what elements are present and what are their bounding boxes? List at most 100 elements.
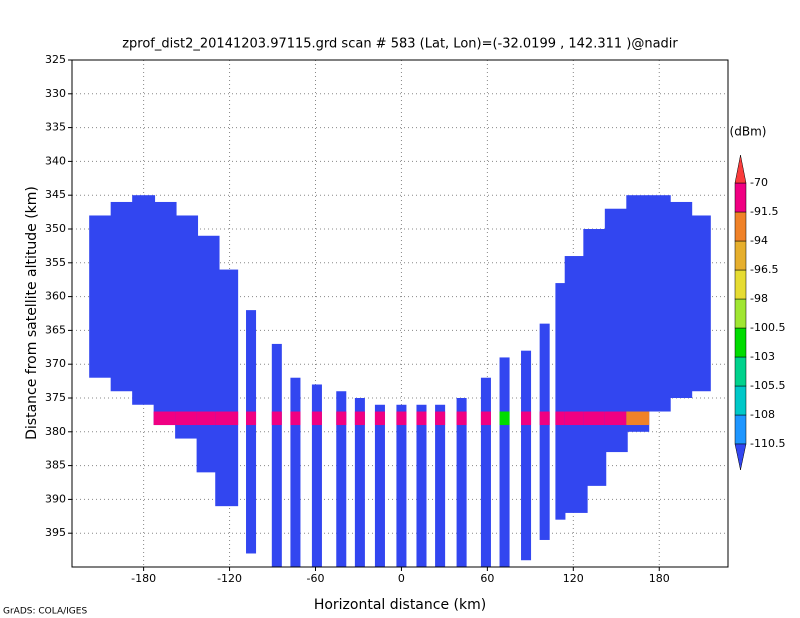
echo-column xyxy=(246,310,257,554)
footer: GrADS: COLA/IGES xyxy=(3,607,87,617)
bright-band xyxy=(354,411,365,426)
bright-band xyxy=(215,411,239,426)
x-tick-label: -180 xyxy=(131,572,156,585)
colorbar-label: -91.5 xyxy=(750,205,778,218)
colorbar-swatch xyxy=(734,269,747,300)
colorbar-label: (dBm) xyxy=(730,125,767,139)
echo-column xyxy=(521,350,532,561)
colorbar-label: -94 xyxy=(750,234,768,247)
colorbar-swatch xyxy=(734,182,747,213)
colorbar-swatch xyxy=(734,327,747,358)
echo-column xyxy=(626,195,650,432)
bright-band xyxy=(196,411,220,426)
x-tick-label: 120 xyxy=(563,572,584,585)
colorbar-swatch xyxy=(734,414,747,445)
colorbar-swatch xyxy=(734,211,747,242)
y-tick-label: 370 xyxy=(45,357,66,370)
echo-column xyxy=(374,404,385,567)
echo-column xyxy=(669,201,693,398)
colorbar-label: -103 xyxy=(750,350,775,363)
colorbar-label: -96.5 xyxy=(750,263,778,276)
x-tick-label: 0 xyxy=(398,572,405,585)
y-tick-label: 380 xyxy=(45,425,66,438)
echo-column xyxy=(604,208,628,453)
bright-band xyxy=(175,411,199,426)
colorbar-swatch xyxy=(734,240,747,271)
colorbar-swatch xyxy=(734,298,747,329)
x-tick-label: -60 xyxy=(307,572,325,585)
echo-column xyxy=(499,357,510,567)
y-tick-label: 375 xyxy=(45,391,66,404)
bright-band xyxy=(374,411,385,426)
y-tick-label: 390 xyxy=(45,492,66,505)
echo-column xyxy=(564,256,588,513)
colorbar-label: -70 xyxy=(750,176,768,189)
x-axis-label: Horizontal distance (km) xyxy=(314,597,486,613)
echo-column xyxy=(271,343,282,567)
echo-column xyxy=(416,404,427,567)
plot-frame xyxy=(71,59,729,568)
y-tick-label: 325 xyxy=(45,53,66,66)
bright-band xyxy=(416,411,427,426)
echo-column xyxy=(290,377,301,567)
bright-band xyxy=(271,411,282,426)
y-tick-label: 345 xyxy=(45,188,66,201)
bright-band xyxy=(521,411,532,426)
y-tick-label: 365 xyxy=(45,323,66,336)
echo-column xyxy=(435,404,446,567)
bright-band xyxy=(564,411,588,426)
y-tick-label: 340 xyxy=(45,154,66,167)
bright-band xyxy=(456,411,467,426)
echo-column xyxy=(311,384,322,567)
x-tick-label: 60 xyxy=(480,572,494,585)
bright-band xyxy=(246,411,257,426)
echo-column xyxy=(110,201,134,392)
bright-band xyxy=(583,411,607,426)
colorbar-low xyxy=(734,443,747,471)
echo-column xyxy=(132,195,156,405)
colorbar-label: -108 xyxy=(750,408,775,421)
colorbar-label: -110.5 xyxy=(750,437,785,450)
echo-column xyxy=(583,229,607,486)
echo-column xyxy=(647,195,671,412)
colorbar-label: -98 xyxy=(750,292,768,305)
colorbar-swatch xyxy=(734,385,747,416)
x-tick-label: 180 xyxy=(649,572,670,585)
y-tick-label: 350 xyxy=(45,222,66,235)
echo-column xyxy=(687,215,711,392)
bright-band xyxy=(396,411,407,426)
bright-band xyxy=(539,411,550,426)
colorbar-label: -105.5 xyxy=(750,379,785,392)
y-tick-label: 360 xyxy=(45,290,66,303)
bright-band xyxy=(480,411,491,426)
bright-band xyxy=(435,411,446,426)
bright-band xyxy=(336,411,347,426)
bright-band xyxy=(153,411,177,426)
bright-band xyxy=(290,411,301,426)
bright-band xyxy=(499,411,510,426)
y-tick-label: 395 xyxy=(45,526,66,539)
echo-column xyxy=(153,201,177,426)
y-axis-label: Distance from satellite altitude (km) xyxy=(24,186,40,440)
colorbar-swatch xyxy=(734,356,747,387)
echo-column xyxy=(336,391,347,567)
y-tick-label: 330 xyxy=(45,87,66,100)
chart-title: zprof_dist2_20141203.97115.grd scan # 58… xyxy=(122,37,678,52)
y-tick-label: 355 xyxy=(45,256,66,269)
colorbar-high xyxy=(734,154,747,184)
echo-column xyxy=(456,398,467,567)
colorbar-label: -100.5 xyxy=(750,321,785,334)
echo-column xyxy=(555,283,566,520)
echo-column xyxy=(215,269,239,507)
echo-column xyxy=(175,215,199,439)
y-tick-label: 335 xyxy=(45,121,66,134)
echo-column xyxy=(89,215,113,378)
bright-band xyxy=(555,411,566,426)
echo-column xyxy=(480,377,491,567)
echo-column xyxy=(396,404,407,567)
bright-band xyxy=(626,411,650,426)
bright-band xyxy=(311,411,322,426)
echo-column xyxy=(539,323,550,540)
x-tick-label: -120 xyxy=(217,572,242,585)
